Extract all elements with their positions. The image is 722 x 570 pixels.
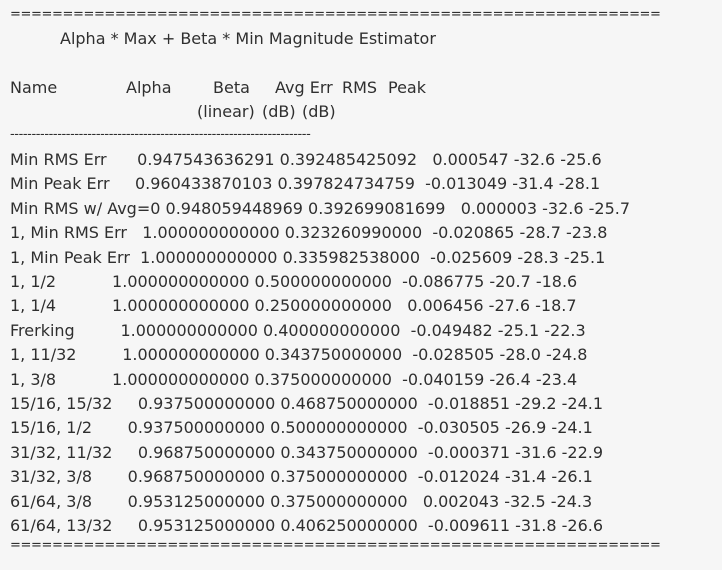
table-row: 61/64, 3/8 0.953125000000 0.375000000000… xyxy=(10,491,593,511)
table-row: 31/32, 3/8 0.968750000000 0.375000000000… xyxy=(10,467,593,487)
header-beta: Beta xyxy=(213,78,250,97)
table-row: Min Peak Err 0.960433870103 0.3978247347… xyxy=(10,174,601,194)
header-rms-unit: (dB) xyxy=(262,102,296,121)
header-rms: RMS xyxy=(342,78,378,97)
table-row: 1, Min RMS Err 1.000000000000 0.32326099… xyxy=(10,223,608,243)
header-peak: Peak xyxy=(388,78,426,97)
header-alpha: Alpha xyxy=(126,78,172,97)
table-row: Min RMS w/ Avg=0 0.948059448969 0.392699… xyxy=(10,198,631,218)
table-row: 1, 1/4 1.000000000000 0.250000000000 0.0… xyxy=(10,296,577,316)
table-row: 1, Min Peak Err 1.000000000000 0.3359825… xyxy=(10,247,606,267)
dash-rule: ----------------------------------------… xyxy=(10,128,311,142)
bottom-equals-rule: ========================================… xyxy=(10,539,660,553)
table-row: 1, 3/8 1.000000000000 0.375000000000 -0.… xyxy=(10,369,578,389)
header-linear: (linear) xyxy=(197,102,255,121)
table-row: Frerking 1.000000000000 0.400000000000 -… xyxy=(10,320,586,340)
table-row: 1, 11/32 1.000000000000 0.343750000000 -… xyxy=(10,345,588,365)
table-row: 61/64, 13/32 0.953125000000 0.4062500000… xyxy=(10,516,604,535)
header-avg-err: Avg Err xyxy=(275,78,333,97)
document-title: Alpha * Max + Beta * Min Magnitude Estim… xyxy=(60,29,436,48)
table-row: Min RMS Err 0.947543636291 0.39248542509… xyxy=(10,150,602,169)
table-row: 15/16, 1/2 0.937500000000 0.500000000000… xyxy=(10,418,593,438)
table-row: 1, 1/2 1.000000000000 0.500000000000 -0.… xyxy=(10,272,578,291)
header-peak-unit: (dB) xyxy=(302,102,336,121)
top-equals-rule: ========================================… xyxy=(10,8,660,22)
table-row: 15/16, 15/32 0.937500000000 0.4687500000… xyxy=(10,394,604,413)
header-name: Name xyxy=(10,78,58,97)
table-row: 31/32, 11/32 0.968750000000 0.3437500000… xyxy=(10,442,604,462)
